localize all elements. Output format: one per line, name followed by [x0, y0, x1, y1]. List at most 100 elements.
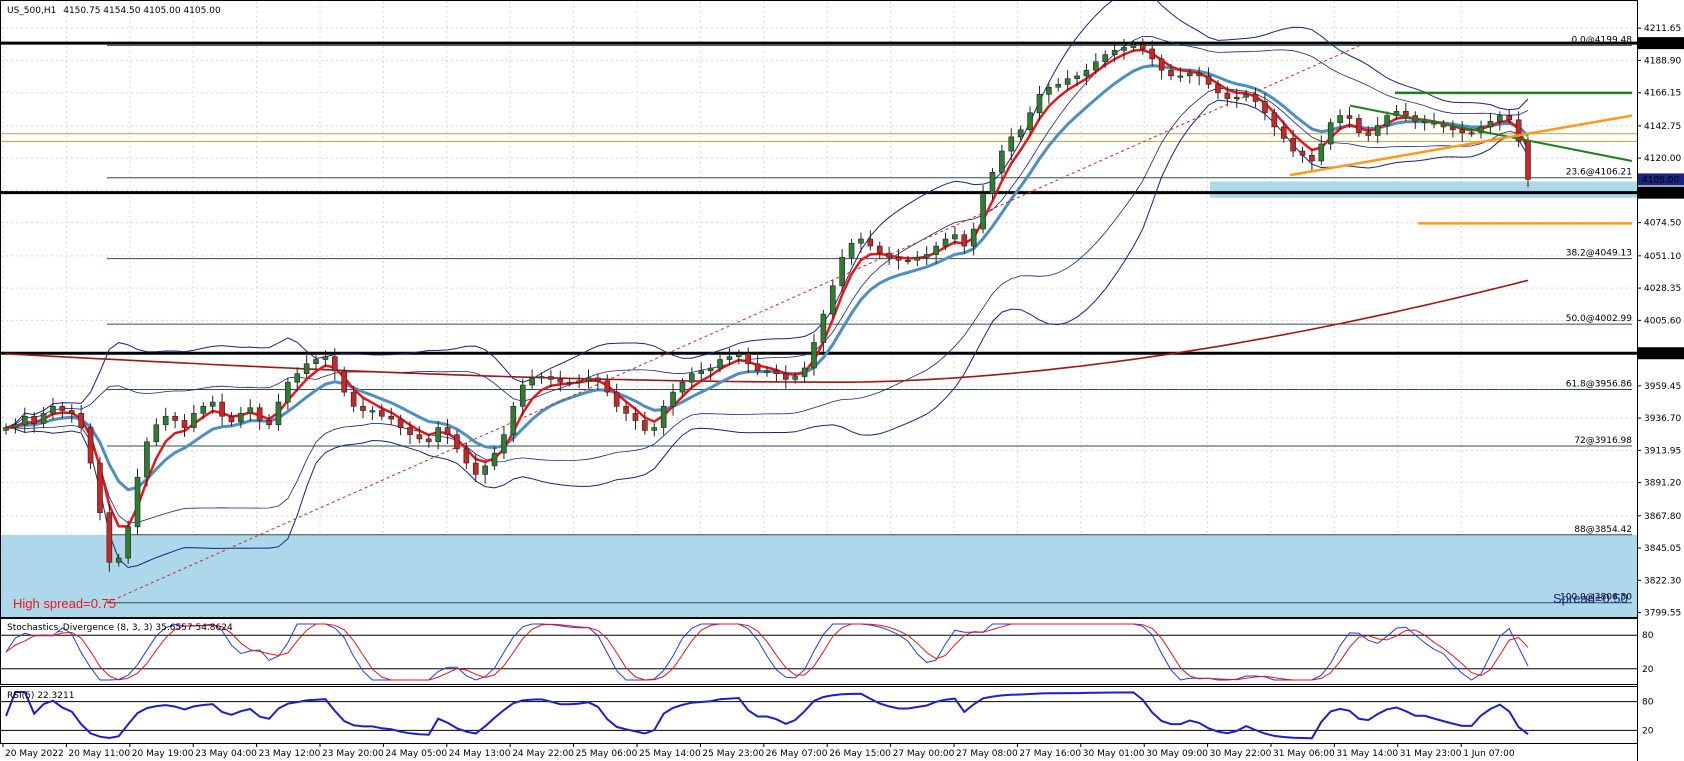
- time-tick-label: 30 May 09:00: [1146, 749, 1208, 759]
- time-tick-label: 24 May 13:00: [449, 749, 511, 759]
- candle-body: [153, 424, 160, 443]
- time-tick-label: 1 Jun 07:00: [1463, 749, 1515, 759]
- price-tick-label: 3891.20: [1644, 479, 1681, 489]
- candle-body: [905, 259, 911, 263]
- candle-body: [726, 356, 733, 360]
- candle-body: [1093, 61, 1099, 71]
- candle-body: [1262, 101, 1268, 114]
- candle-body: [341, 370, 348, 393]
- candle-body: [1149, 48, 1155, 60]
- candle-body: [12, 424, 19, 428]
- candle-body: [285, 381, 291, 403]
- time-tick-label: 20 May 11:00: [68, 749, 130, 759]
- price-tick-label: 3822.30: [1644, 576, 1681, 586]
- candle-body: [435, 427, 441, 443]
- candle-body: [811, 342, 817, 369]
- candle-body: [538, 376, 545, 379]
- price-tick-label: 4005.60: [1644, 316, 1681, 326]
- price-tick-label: 4142.75: [1644, 122, 1681, 132]
- candle-body: [839, 257, 845, 287]
- candle-body: [632, 413, 639, 421]
- price-tick-label: 3845.05: [1644, 544, 1681, 554]
- candle-body: [247, 407, 254, 414]
- level-tag: [1638, 347, 1684, 360]
- moving-average-long: [5, 279, 1529, 384]
- time-tick-label: 27 May 08:00: [956, 749, 1018, 759]
- candle-body: [191, 413, 197, 428]
- candle-body: [1356, 118, 1362, 133]
- fib-trendline: [106, 44, 1361, 604]
- stochastic-lines: 80 20: [1, 623, 1654, 681]
- candle-body: [660, 406, 667, 428]
- price-tick-label: 3936.70: [1644, 414, 1681, 424]
- candle-body: [679, 381, 686, 393]
- price-tick-label: 4120.00: [1644, 154, 1681, 164]
- time-tick-label: 25 May 06:00: [576, 749, 638, 759]
- time-tick-label: 30 May 01:00: [1083, 749, 1145, 759]
- level-tag-label: 4095.68: [1642, 189, 1679, 199]
- candle-body: [557, 379, 564, 383]
- stochastic-level-label: 20: [1642, 665, 1654, 675]
- candle-body: [115, 557, 122, 563]
- fib-label: 0.0@4199.48: [1571, 35, 1632, 45]
- price-axis[interactable]: 4211.654188.904166.154142.754120.004097.…: [1637, 0, 1684, 761]
- candle-body: [162, 415, 169, 426]
- candle-body: [125, 526, 131, 559]
- fib-label: 88@3854.42: [1574, 525, 1632, 535]
- candle-body: [1346, 115, 1353, 119]
- price-tick-label: 4188.90: [1644, 56, 1681, 66]
- candle-body: [942, 238, 949, 247]
- candle-body: [68, 410, 75, 414]
- candle-body: [134, 476, 141, 528]
- candle-body: [1525, 140, 1531, 180]
- fib-label: 38.2@4049.13: [1566, 249, 1632, 259]
- candle-body: [1506, 115, 1513, 121]
- candle-body: [1318, 143, 1325, 162]
- candle-body: [1046, 86, 1052, 95]
- candle-body: [1140, 44, 1146, 50]
- rsi-line: [5, 691, 1529, 740]
- candle-body: [1215, 84, 1221, 94]
- time-axis[interactable]: 20 May 2022 20 May 11:00 20 May 19:00 23 Ma…: [0, 743, 1637, 759]
- price-tick-label: 4211.65: [1644, 24, 1681, 34]
- candle-body: [294, 373, 301, 383]
- candle-body: [820, 313, 827, 343]
- current-price-tag: [1638, 173, 1684, 186]
- candle-body: [1008, 136, 1015, 152]
- candle-body: [1074, 75, 1080, 80]
- price-tick-label: 4166.15: [1644, 89, 1681, 99]
- candle-body: [209, 401, 216, 407]
- candle-body: [717, 359, 723, 369]
- candle-body: [313, 359, 319, 365]
- candle-body: [1027, 112, 1033, 131]
- price-tick-label: 4074.50: [1644, 219, 1681, 229]
- time-tick-label: 25 May 23:00: [702, 749, 764, 759]
- time-tick-label: 23 May 20:00: [322, 749, 384, 759]
- candle-body: [604, 380, 611, 393]
- candle-body: [3, 427, 9, 431]
- candle-body: [1487, 120, 1494, 128]
- level-tag-label: 3982.42: [1642, 349, 1679, 359]
- time-tick-label: 31 May 06:00: [1273, 749, 1335, 759]
- time-tick-label: 20 May 2022: [5, 749, 64, 759]
- candle-body: [425, 438, 432, 443]
- candle-body: [1083, 69, 1090, 77]
- time-tick-label: 20 May 19:00: [132, 749, 194, 759]
- candle-body: [21, 415, 28, 426]
- level-tag: [1638, 37, 1684, 50]
- candle-body: [219, 401, 225, 417]
- candle-body: [736, 353, 742, 357]
- fib-label: 61.8@3956.86: [1566, 379, 1633, 389]
- candle-body: [595, 377, 601, 382]
- chart-header: US_500,H1 4150.75 4154.50 4105.00 4105.0…: [7, 6, 221, 16]
- time-tick-label: 24 May 05:00: [385, 749, 447, 759]
- candle-body: [585, 377, 592, 382]
- time-tick-label: 26 May 15:00: [829, 749, 891, 759]
- candle-body: [332, 356, 338, 372]
- candle-body: [1233, 96, 1240, 99]
- envelope-lower: [5, 87, 1529, 524]
- candle-body: [50, 406, 56, 414]
- time-tick-label: 31 May 14:00: [1336, 749, 1398, 759]
- candle-body: [961, 234, 968, 247]
